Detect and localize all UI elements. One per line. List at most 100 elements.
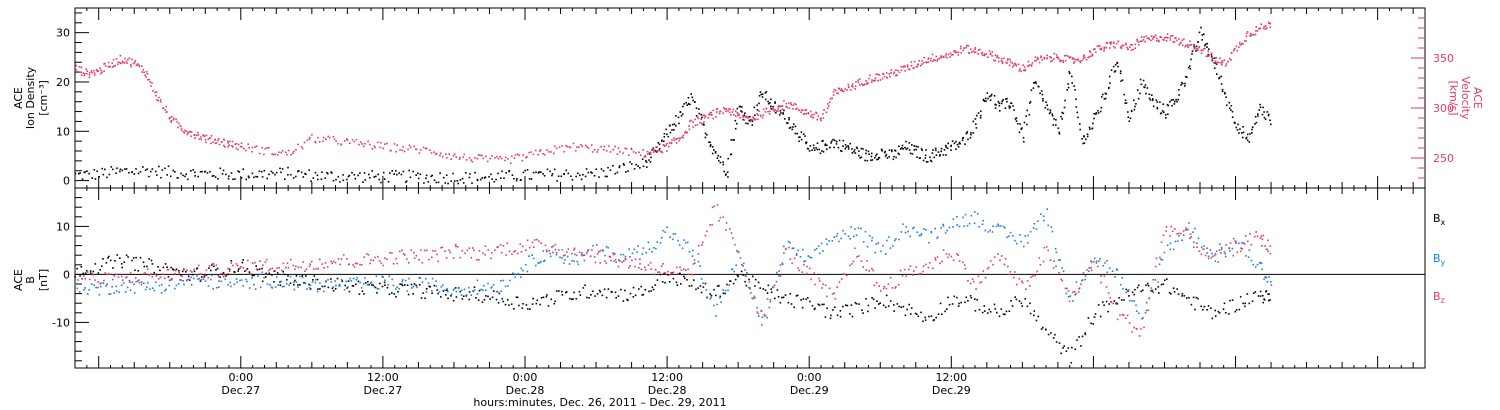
velocity-point bbox=[245, 149, 247, 152]
ion-density-point bbox=[1162, 103, 1164, 105]
bz-point bbox=[841, 278, 843, 280]
bx-point bbox=[367, 280, 369, 283]
velocity-point bbox=[88, 76, 91, 79]
bz-point bbox=[602, 249, 604, 251]
ion-density-point bbox=[1139, 78, 1142, 81]
x-tick-time-label: 0:00 bbox=[228, 371, 253, 384]
bz-point bbox=[302, 261, 304, 263]
velocity-point bbox=[815, 112, 818, 115]
by-point bbox=[271, 287, 274, 289]
velocity-point bbox=[1150, 39, 1152, 42]
velocity-point bbox=[854, 88, 856, 90]
bz-point bbox=[1107, 292, 1110, 294]
bz-point bbox=[339, 263, 341, 266]
bz-point bbox=[913, 270, 915, 272]
ion-density-point bbox=[1124, 102, 1127, 104]
bx-point bbox=[766, 292, 769, 294]
bz-point bbox=[1105, 286, 1108, 288]
ion-density-point bbox=[1026, 109, 1028, 112]
bz-point bbox=[810, 278, 812, 281]
bz-point bbox=[1100, 275, 1102, 277]
ion-density-point bbox=[782, 112, 784, 114]
bx-point bbox=[185, 270, 187, 273]
bx-point bbox=[644, 289, 647, 291]
ion-density-point bbox=[83, 171, 86, 174]
ion-density-point bbox=[876, 153, 878, 155]
ion-density-point bbox=[256, 176, 259, 178]
by-point bbox=[1206, 252, 1208, 254]
bz-point bbox=[711, 224, 713, 226]
velocity-point bbox=[136, 63, 139, 65]
velocity-point bbox=[76, 70, 79, 73]
velocity-point bbox=[768, 113, 771, 115]
by-point bbox=[93, 284, 95, 286]
bx-point bbox=[258, 268, 261, 270]
velocity-point bbox=[367, 140, 369, 143]
ion-density-point bbox=[404, 181, 407, 184]
velocity-point bbox=[816, 118, 818, 121]
bz-point bbox=[629, 265, 631, 267]
ion-density-point bbox=[373, 176, 375, 178]
bx-point bbox=[264, 276, 267, 278]
velocity-point bbox=[991, 51, 993, 53]
bx-point bbox=[1127, 290, 1129, 292]
by-point bbox=[472, 290, 475, 292]
velocity-point bbox=[1085, 58, 1088, 61]
ion-density-point bbox=[818, 148, 820, 151]
by-point bbox=[463, 288, 466, 291]
bz-point bbox=[885, 287, 888, 290]
velocity-point bbox=[772, 109, 775, 111]
ion-density-point bbox=[780, 112, 782, 114]
by-point bbox=[561, 257, 563, 259]
velocity-point bbox=[322, 136, 325, 139]
velocity-point bbox=[1250, 34, 1253, 36]
ion-density-point bbox=[1045, 101, 1047, 103]
bottom-series-group bbox=[74, 204, 1273, 364]
ion-density-point bbox=[929, 159, 932, 162]
by-point bbox=[1035, 228, 1038, 230]
velocity-point bbox=[792, 104, 794, 106]
velocity-point bbox=[716, 111, 718, 113]
ion-density-point bbox=[194, 175, 196, 177]
bz-point bbox=[1061, 279, 1064, 282]
velocity-point bbox=[1157, 39, 1160, 42]
velocity-point bbox=[917, 63, 919, 66]
bz-point bbox=[254, 261, 256, 264]
ion-density-point bbox=[166, 174, 168, 176]
by-point bbox=[761, 316, 764, 318]
ion-density-point bbox=[935, 154, 938, 156]
bz-point bbox=[1140, 328, 1142, 330]
bz-point bbox=[967, 280, 969, 282]
velocity-point bbox=[75, 64, 78, 67]
velocity-point bbox=[653, 151, 655, 153]
velocity-point bbox=[837, 92, 839, 95]
bz-point bbox=[670, 271, 672, 274]
ion-density-point bbox=[551, 173, 554, 175]
bx-point bbox=[1203, 305, 1206, 308]
by-point bbox=[198, 277, 201, 280]
bz-point bbox=[575, 254, 578, 257]
ion-density-point bbox=[1091, 127, 1094, 130]
ion-density-point bbox=[1135, 103, 1137, 105]
bx-point bbox=[1084, 332, 1086, 334]
ion-density-point bbox=[1116, 61, 1118, 64]
ion-density-point bbox=[858, 150, 860, 152]
ion-density-point bbox=[730, 153, 733, 155]
bz-point bbox=[348, 263, 350, 266]
bx-point bbox=[422, 292, 424, 294]
ion-density-point bbox=[945, 154, 947, 156]
velocity-point bbox=[805, 109, 808, 111]
bx-point bbox=[319, 288, 321, 290]
bz-point bbox=[147, 268, 149, 270]
velocity-point bbox=[935, 55, 938, 58]
by-point bbox=[526, 270, 529, 273]
bx-point bbox=[779, 301, 782, 304]
by-point bbox=[153, 289, 156, 292]
bz-point bbox=[122, 282, 125, 284]
by-point bbox=[773, 284, 776, 286]
by-point bbox=[991, 231, 994, 233]
velocity-point bbox=[933, 59, 935, 61]
bz-point bbox=[367, 254, 370, 256]
ion-density-point bbox=[474, 171, 476, 174]
ion-density-point bbox=[1156, 107, 1159, 110]
